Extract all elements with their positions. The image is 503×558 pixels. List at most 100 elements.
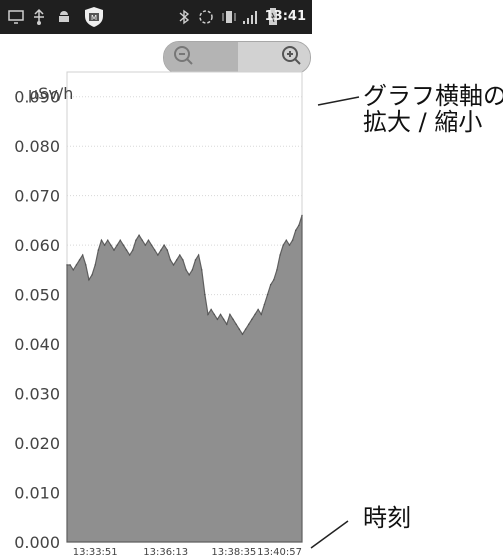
shield-app-icon: M	[82, 7, 106, 27]
y-tick-label: 0.060	[14, 236, 60, 255]
dose-rate-data-point	[257, 308, 259, 311]
dose-rate-data-point	[216, 318, 219, 321]
dose-rate-data-point	[75, 264, 78, 266]
dose-rate-data-point	[251, 318, 253, 321]
x-tick-label: 13:38:35	[211, 547, 256, 558]
battery-icon	[263, 7, 283, 27]
vibrate-icon	[219, 7, 239, 27]
dose-rate-data-point	[150, 244, 153, 246]
zoom-out-button[interactable]	[164, 42, 238, 73]
dose-rate-data-point	[201, 269, 203, 271]
y-tick-label: 0.090	[14, 88, 60, 107]
dose-rate-data-point	[232, 318, 234, 321]
dose-rate-data-point	[298, 224, 300, 227]
dose-rate-data-point	[188, 274, 190, 276]
dose-rate-data-point	[235, 323, 237, 326]
dose-rate-data-point	[219, 313, 222, 316]
zoom-axis-annotation-line1: グラフ横軸の	[363, 82, 503, 110]
y-tick-label: 0.070	[14, 187, 60, 206]
x-tick-label: 13:33:51	[73, 547, 118, 558]
status-bar: M 13:41	[0, 0, 312, 34]
dose-rate-data-point	[282, 244, 284, 246]
monitor-icon	[6, 7, 26, 27]
dose-rate-data-point	[122, 244, 125, 246]
zoom-in-icon[interactable]	[280, 44, 304, 68]
dose-rate-data-point	[279, 254, 281, 256]
dose-rate-data-point	[194, 259, 197, 261]
y-tick-label: 0.030	[14, 385, 60, 404]
zoom-control[interactable]	[163, 41, 311, 74]
dose-rate-data-point	[88, 279, 90, 281]
dose-rate-data-point	[69, 264, 71, 266]
dose-rate-data-point	[160, 249, 162, 251]
dose-rate-data-point	[226, 323, 228, 326]
dose-rate-data-point	[207, 313, 209, 316]
dose-rate-data-point	[285, 239, 288, 241]
dose-rate-data-point	[135, 239, 137, 241]
dose-rate-data-point	[248, 323, 250, 326]
dose-rate-data-point	[100, 239, 103, 241]
dose-rate-data-point	[238, 328, 241, 330]
dose-rate-data-point	[273, 279, 275, 281]
y-tick-label: 0.080	[14, 137, 60, 156]
zoom-axis-annotation-line2: 拡大 / 縮小	[363, 108, 483, 136]
x-tick-label: 13:40:57	[257, 547, 302, 558]
dose-rate-data-point	[119, 239, 121, 241]
dose-rate-data-point	[276, 269, 278, 271]
dose-rate-data-point	[132, 249, 134, 251]
dose-rate-data-point	[144, 244, 147, 246]
zoom-out-icon[interactable]	[172, 44, 196, 68]
sync-icon	[196, 7, 216, 27]
signal-icon	[240, 7, 260, 27]
dose-rate-data-point	[191, 269, 194, 271]
dose-rate-data-point	[288, 244, 291, 246]
zoom-in-button[interactable]	[238, 42, 310, 73]
dose-rate-data-point	[97, 249, 100, 251]
dose-rate-data-point	[172, 264, 175, 266]
dose-rate-data-point	[72, 269, 74, 271]
dose-rate-data-point	[81, 254, 84, 256]
dose-rate-data-point	[254, 313, 256, 316]
dose-rate-data-point	[185, 269, 187, 271]
y-tick-label: 0.000	[14, 533, 60, 552]
dose-rate-data-point	[175, 259, 178, 261]
svg-text:M: M	[91, 14, 97, 22]
dose-rate-data-point	[85, 264, 87, 266]
zoom-annotation-line	[317, 96, 360, 106]
dose-rate-data-point	[266, 293, 269, 296]
dose-rate-data-point	[78, 259, 81, 261]
dose-rate-data-point	[138, 234, 140, 236]
dose-rate-data-point	[154, 249, 156, 251]
dose-rate-data-point	[263, 303, 266, 306]
dose-rate-data-point	[116, 244, 118, 246]
status-time: 13:41	[264, 9, 306, 24]
dose-rate-data-point	[107, 239, 109, 241]
dose-rate-data-point	[125, 249, 128, 251]
x-tick-label: 13:36:13	[143, 547, 188, 558]
dose-rate-data-point	[128, 254, 131, 256]
dose-rate-data-point	[295, 229, 297, 232]
dose-rate-data-point	[103, 244, 106, 246]
dose-rate-data-point	[113, 249, 115, 251]
dose-rate-data-point	[269, 284, 272, 286]
dose-rate-data-point	[166, 249, 168, 251]
dose-rate-data-point	[222, 318, 225, 321]
dose-rate-data-point	[241, 333, 244, 335]
y-tick-label: 0.040	[14, 335, 60, 354]
dose-rate-data-point	[179, 254, 181, 256]
y-tick-label: 0.020	[14, 434, 60, 453]
dose-rate-data-point	[244, 328, 247, 330]
android-icon	[54, 7, 74, 27]
bluetooth-icon	[174, 7, 194, 27]
dose-rate-data-point	[213, 313, 215, 316]
dose-rate-data-point	[169, 259, 172, 261]
usb-icon	[29, 7, 49, 27]
dose-rate-data-point	[66, 264, 68, 266]
dose-rate-data-point	[163, 244, 165, 246]
dose-rate-data-point	[182, 259, 184, 261]
time-annotation: 時刻	[363, 504, 411, 532]
dose-rate-data-point	[210, 308, 212, 311]
dose-rate-data-point	[229, 313, 231, 316]
